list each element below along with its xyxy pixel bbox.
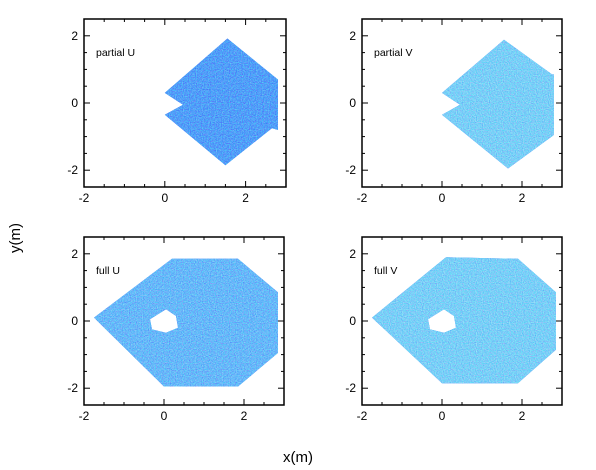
x-tick-label: -2 xyxy=(357,409,368,423)
panel-top-left: -2 0 2 -2 0 2 partial U xyxy=(67,18,287,205)
x-tick-label: -2 xyxy=(357,191,368,205)
y-tick-label: 0 xyxy=(71,314,78,328)
y-tick-label: -2 xyxy=(67,163,78,177)
field-region xyxy=(164,38,278,166)
x-tick-label: 0 xyxy=(439,191,446,205)
x-tick-label: 2 xyxy=(241,409,248,423)
y-axis-title: y(m) xyxy=(7,223,24,253)
y-tick-label: 0 xyxy=(71,96,78,110)
y-tick-label: 2 xyxy=(71,29,78,43)
panel-label: full V xyxy=(374,265,397,277)
y-tick-label: -2 xyxy=(67,381,78,395)
panel-bottom-left: -2 0 2 -2 0 2 full U xyxy=(67,236,285,423)
field-region xyxy=(372,257,556,384)
x-tick-label: 0 xyxy=(161,409,168,423)
y-tick-label: 2 xyxy=(71,247,78,261)
panel-label: full U xyxy=(96,265,120,277)
y-tick-label: 0 xyxy=(349,96,356,110)
panel-bottom-right: -2 0 2 -2 0 2 full V xyxy=(345,236,563,423)
panel-label: partial U xyxy=(96,47,135,59)
x-tick-label: 2 xyxy=(242,191,249,205)
y-tick-label: 2 xyxy=(349,29,356,43)
field-region xyxy=(94,258,278,387)
y-tick-label: -2 xyxy=(345,381,356,395)
y-tick-label: -2 xyxy=(345,163,356,177)
y-tick-label: 0 xyxy=(349,314,356,328)
panel-label: partial V xyxy=(374,47,413,59)
x-tick-label: 2 xyxy=(519,191,526,205)
x-tick-label: -2 xyxy=(79,409,90,423)
x-tick-label: -2 xyxy=(79,191,90,205)
field-region xyxy=(442,39,554,169)
x-tick-label: 0 xyxy=(161,191,168,205)
x-tick-label: 0 xyxy=(439,409,446,423)
x-tick-label: 2 xyxy=(519,409,526,423)
y-tick-label: 2 xyxy=(349,247,356,261)
panel-top-right: -2 0 2 -2 0 2 partial V xyxy=(345,18,563,205)
x-axis-title: x(m) xyxy=(283,449,313,466)
